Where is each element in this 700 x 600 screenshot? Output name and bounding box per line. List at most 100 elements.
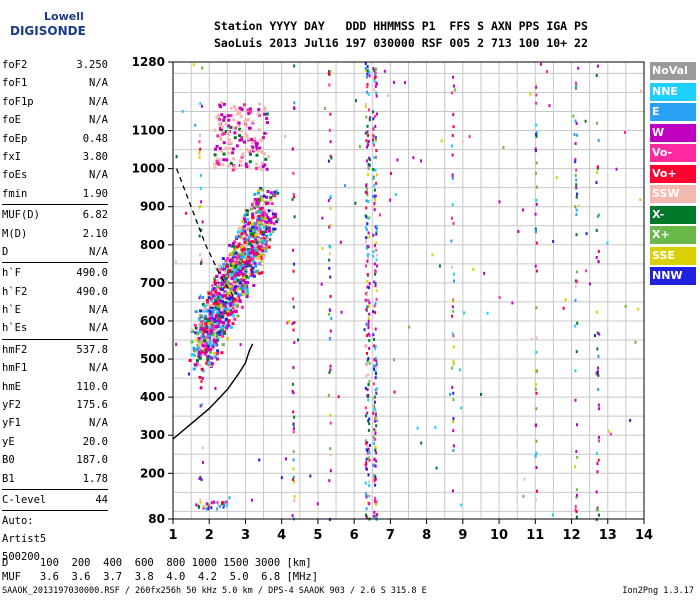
logo-line1: Lowell bbox=[44, 10, 84, 23]
echo-point bbox=[244, 119, 248, 123]
echo-point bbox=[373, 478, 376, 482]
echo-point bbox=[273, 194, 277, 198]
echo-point bbox=[246, 242, 250, 246]
echo-point bbox=[223, 115, 227, 119]
echo-point bbox=[372, 397, 375, 401]
echo-point bbox=[450, 239, 453, 243]
echo-point bbox=[293, 495, 296, 499]
echo-point bbox=[219, 101, 223, 105]
echo-point bbox=[218, 329, 222, 333]
echo-point bbox=[221, 325, 225, 329]
echo-point bbox=[293, 215, 296, 219]
echo-point bbox=[221, 334, 225, 338]
echo-point bbox=[255, 255, 259, 259]
echo-point bbox=[229, 113, 233, 117]
param-value: 490.0 bbox=[76, 285, 108, 298]
echo-point bbox=[215, 331, 219, 335]
echo-point bbox=[202, 335, 206, 339]
echo-point bbox=[597, 260, 600, 264]
echo-point bbox=[323, 106, 326, 110]
echo-point bbox=[327, 159, 330, 163]
echo-point bbox=[366, 306, 369, 310]
echo-point bbox=[431, 253, 434, 257]
echo-point bbox=[574, 142, 577, 146]
echo-point bbox=[201, 351, 205, 355]
echo-point bbox=[187, 372, 190, 376]
logo-line2: DIGISONDE bbox=[10, 24, 86, 38]
echo-point bbox=[374, 437, 377, 441]
echo-point bbox=[451, 385, 454, 389]
echo-point bbox=[375, 372, 378, 376]
echo-point bbox=[223, 131, 227, 135]
echo-point bbox=[201, 353, 205, 357]
echo-point bbox=[379, 213, 382, 217]
echo-point bbox=[261, 249, 265, 253]
echo-point bbox=[251, 498, 254, 502]
echo-point bbox=[368, 458, 371, 462]
echo-point bbox=[218, 299, 222, 303]
echo-point bbox=[327, 199, 330, 203]
echo-point bbox=[328, 83, 331, 87]
echo-point bbox=[261, 210, 265, 214]
echo-point bbox=[392, 358, 395, 362]
echo-point bbox=[373, 496, 376, 500]
echo-point bbox=[534, 171, 537, 175]
echo-point bbox=[368, 361, 371, 365]
param-label: fmin bbox=[2, 187, 28, 200]
echo-point bbox=[236, 230, 240, 234]
auto-line3: 500200 bbox=[2, 551, 40, 564]
echo-point bbox=[242, 225, 246, 229]
echo-point bbox=[218, 333, 222, 337]
echo-point bbox=[366, 388, 369, 392]
echo-point bbox=[204, 319, 208, 323]
echo-point bbox=[584, 119, 587, 123]
echo-point bbox=[233, 136, 237, 140]
echo-point bbox=[596, 170, 599, 174]
echo-point bbox=[194, 123, 197, 127]
echo-point bbox=[329, 413, 332, 417]
echo-point bbox=[203, 339, 207, 343]
echo-point bbox=[218, 147, 222, 151]
echo-point bbox=[552, 239, 555, 243]
echo-point bbox=[373, 76, 376, 80]
echo-point bbox=[208, 309, 212, 313]
echo-point bbox=[607, 429, 610, 433]
echo-point bbox=[374, 168, 377, 172]
param-label: foF1p bbox=[2, 95, 34, 108]
param-separator bbox=[2, 338, 108, 340]
echo-point bbox=[535, 161, 538, 165]
echo-point bbox=[375, 424, 378, 428]
echo-point bbox=[238, 235, 242, 239]
echo-point bbox=[245, 209, 249, 213]
echo-point bbox=[372, 254, 375, 258]
echo-point bbox=[203, 328, 207, 332]
echo-point bbox=[252, 249, 256, 253]
echo-point bbox=[215, 320, 219, 324]
echo-point bbox=[227, 297, 231, 301]
echo-point bbox=[243, 284, 247, 288]
echo-point bbox=[244, 281, 248, 285]
echo-point bbox=[221, 326, 225, 330]
echo-point bbox=[329, 275, 332, 279]
echo-point bbox=[199, 386, 202, 390]
echo-point bbox=[365, 374, 368, 378]
echo-point bbox=[375, 362, 378, 366]
echo-point bbox=[209, 329, 213, 333]
echo-point bbox=[199, 500, 202, 504]
echo-point bbox=[233, 317, 237, 321]
echo-point bbox=[253, 261, 257, 265]
echo-point bbox=[329, 308, 332, 312]
echo-point bbox=[309, 474, 312, 478]
echo-point bbox=[207, 293, 211, 297]
echo-point bbox=[229, 141, 233, 145]
echo-point bbox=[354, 201, 357, 205]
echo-point bbox=[224, 285, 228, 289]
echo-point bbox=[577, 204, 580, 208]
echo-point bbox=[263, 112, 267, 116]
echo-point bbox=[218, 315, 222, 319]
echo-point bbox=[373, 184, 376, 188]
echo-point bbox=[364, 69, 367, 73]
echo-point bbox=[263, 220, 267, 224]
y-tick-label: 200 bbox=[140, 466, 165, 480]
echo-point bbox=[615, 167, 618, 171]
